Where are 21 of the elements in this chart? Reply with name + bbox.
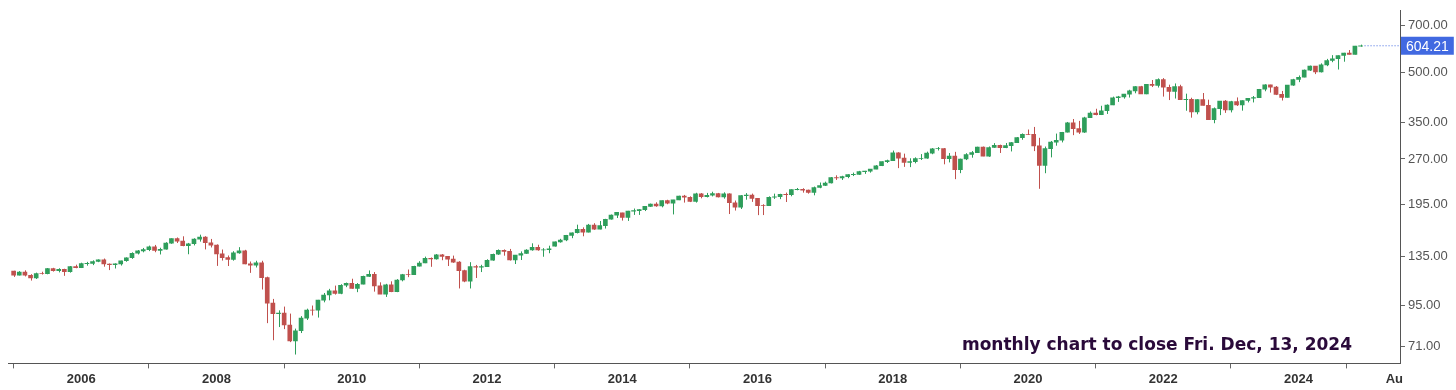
ref-line-label: 604.21 [1406, 37, 1450, 54]
annotation: monthly chart to close Fri. Dec, 13, 2024 [961, 333, 1353, 354]
x-tick-label: 2014 [607, 370, 638, 386]
y-tick-label: 700.00 [1408, 16, 1448, 32]
x-tick-label: Au [1385, 370, 1404, 386]
y-tick-label: 135.00 [1408, 247, 1448, 263]
x-tick-label: 2022 [1148, 370, 1178, 386]
y-tick-label: 95.00 [1408, 297, 1441, 313]
y-tick-label: 195.00 [1408, 196, 1448, 212]
x-tick-label: 2012 [472, 370, 502, 386]
y-tick-label: 71.00 [1408, 338, 1441, 354]
x-tick-label: 2010 [337, 370, 367, 386]
y-tick-label: 270.00 [1408, 150, 1448, 166]
x-tick-label: 2024 [1284, 370, 1314, 386]
y-tick-label: 500.00 [1408, 63, 1448, 79]
x-tick-label: 2016 [743, 370, 772, 386]
x-tick-label: 2020 [1013, 370, 1043, 386]
y-tick-label: 350.00 [1408, 114, 1448, 130]
x-tick-label: 2006 [66, 370, 96, 386]
x-tick-label: 2008 [202, 370, 231, 386]
x-tick-label: 2018 [878, 370, 908, 386]
